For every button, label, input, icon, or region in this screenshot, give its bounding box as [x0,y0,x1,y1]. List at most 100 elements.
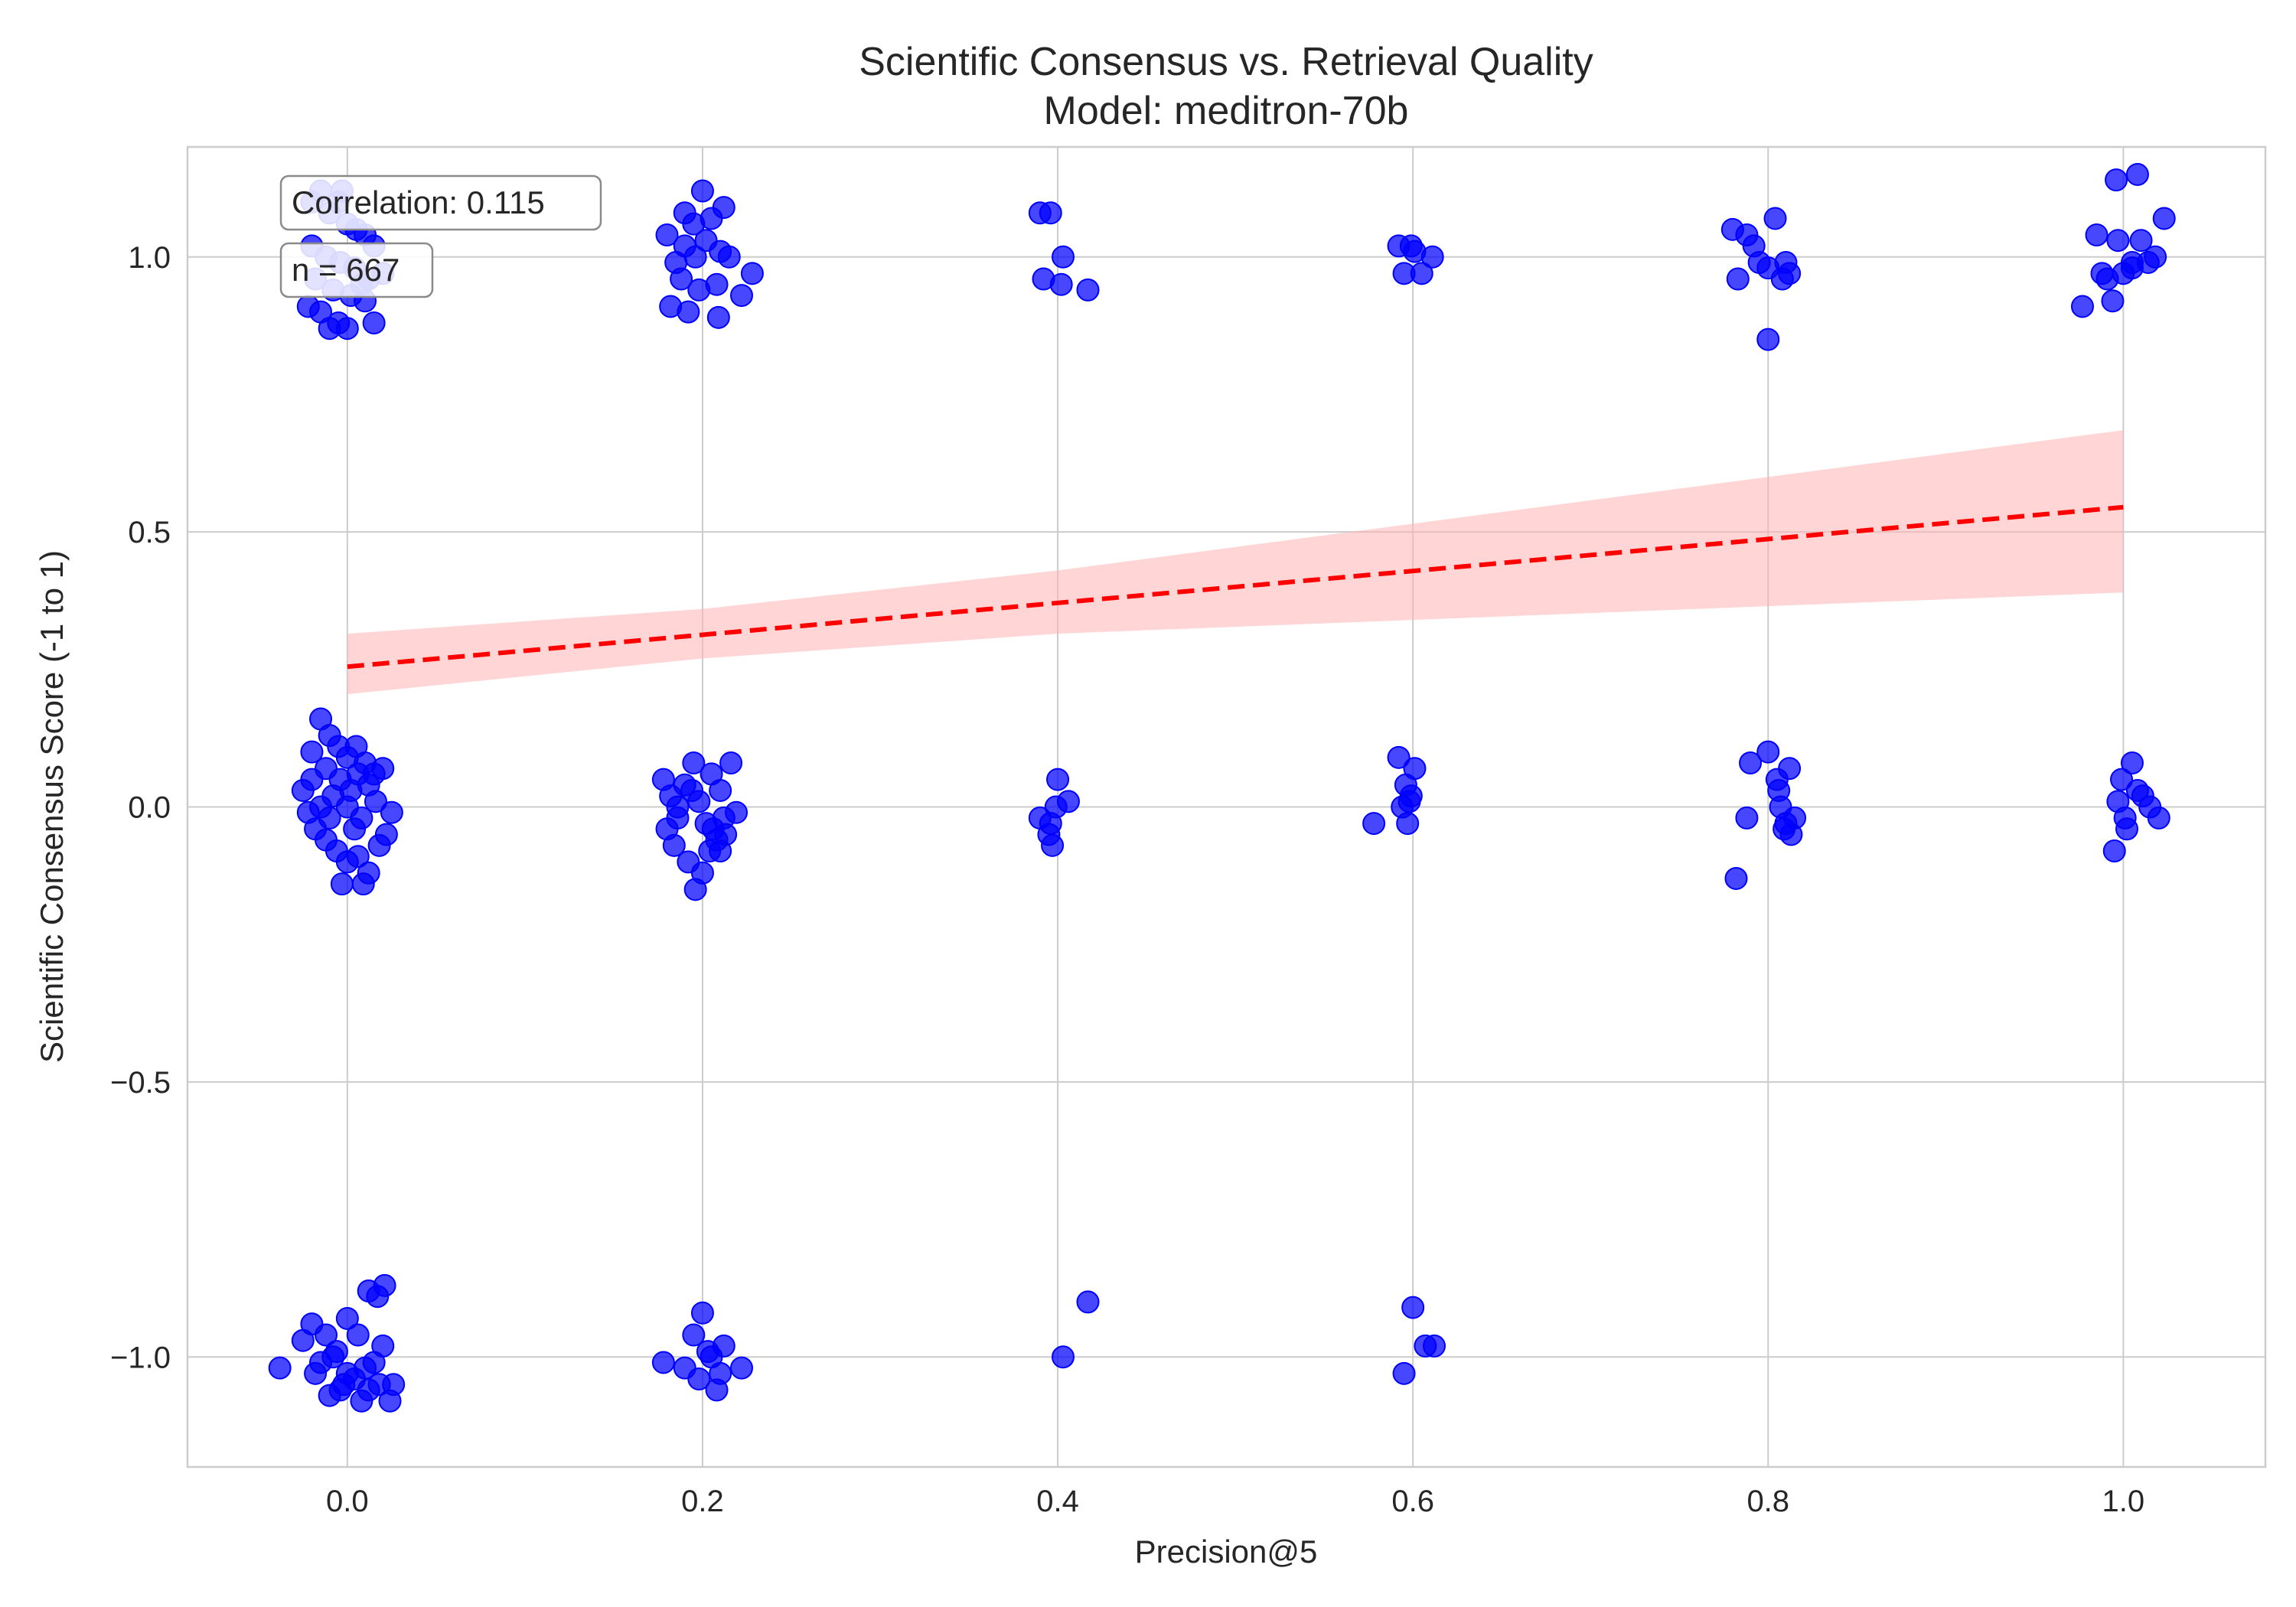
data-point [1076,1290,1100,1314]
data-point [335,1306,359,1330]
data-point [696,1340,719,1364]
data-point [717,245,741,269]
data-point [1739,751,1763,774]
data-point [1403,757,1427,781]
x-tick-label: 0.8 [1746,1485,1789,1518]
data-point [2152,207,2176,230]
x-tick-label: 1.0 [2102,1485,2145,1518]
y-tick-label: −0.5 [110,1066,171,1100]
data-point [362,311,386,334]
correlation-annotation: Correlation: 0.115 [279,174,602,231]
chart-title: Scientific Consensus vs. Retrieval Quali… [859,40,1593,84]
chart-subtitle: Model: meditron-70b [1044,89,1409,133]
x-tick-label: 0.4 [1036,1485,1079,1518]
y-tick-label: −1.0 [110,1341,171,1374]
data-point [709,839,732,862]
data-point [1076,278,1100,302]
data-point [373,1273,396,1297]
data-point [1049,272,1073,296]
data-point [694,229,718,253]
data-point [651,1351,675,1374]
y-tick-label: 1.0 [128,241,171,275]
data-point [682,751,706,774]
data-point [346,762,370,786]
data-point [666,795,690,819]
data-point [2144,245,2167,269]
data-point [2102,839,2126,862]
x-tick-label: 0.2 [681,1485,724,1518]
data-point [357,1378,380,1402]
data-point [730,1356,753,1380]
data-point [2085,223,2108,246]
data-point [2129,229,2153,253]
data-point [687,1367,711,1390]
plot-frame [186,145,2267,1468]
data-point [318,806,341,830]
data-point [2110,768,2134,791]
data-point [1726,267,1750,291]
data-point [712,196,735,220]
y-axis-label: Scientific Consensus Score (-1 to 1) [34,550,70,1063]
data-point [380,800,403,824]
data-point [2120,751,2144,774]
data-point [2113,806,2137,830]
data-point [300,1312,324,1336]
data-point [315,757,338,781]
data-point [1387,745,1411,769]
data-point [655,223,679,246]
data-point [690,179,714,203]
data-point [346,845,370,869]
data-point [2125,162,2149,186]
data-point [1724,866,1748,890]
correlation-text: Correlation: 0.115 [292,184,545,220]
data-point [1046,768,1070,791]
x-tick-labels: 0.0 0.2 0.4 0.6 0.8 1.0 [326,1485,2144,1518]
count-annotation: n = 667 [279,242,434,298]
data-point [1410,262,1433,285]
data-point [330,872,354,896]
data-point [709,1361,732,1385]
y-tick-label: 0.5 [128,516,171,549]
data-point [1362,812,1386,836]
y-tick-labels: −1.0 −0.5 0.0 0.5 1.0 [110,241,171,1375]
data-point [1039,201,1062,225]
data-point [371,757,395,781]
data-point [677,300,700,324]
data-point [2105,168,2128,192]
data-point [706,305,730,329]
data-point [346,1323,370,1347]
data-point [1392,1361,1416,1385]
data-point [670,267,693,291]
data-point [719,751,743,774]
x-tick-label: 0.6 [1391,1485,1434,1518]
data-point [1039,812,1062,836]
data-point [1423,1334,1446,1358]
data-point [1056,790,1080,813]
data-point [1735,806,1759,830]
data-point [343,817,367,841]
data-point [709,778,732,802]
data-point [673,234,696,258]
data-point [335,317,359,341]
data-point [268,1356,292,1380]
data-point [1420,245,1444,269]
x-tick-label: 0.0 [326,1485,369,1518]
data-point [362,1351,386,1374]
data-point [2147,806,2170,830]
data-point [2070,295,2094,318]
data-point [690,1301,714,1325]
correlation-box [279,174,602,231]
data-point [655,817,679,841]
data-point [740,262,764,285]
data-point [690,861,714,885]
count-text: n = 667 [292,252,400,288]
data-point [682,1323,706,1347]
data-point [321,1345,345,1369]
y-tick-label: 0.0 [128,791,171,825]
data-point [300,740,324,764]
data-point [680,778,704,802]
data-point [1763,207,1787,230]
data-point [730,284,753,308]
data-point [1756,740,1780,764]
